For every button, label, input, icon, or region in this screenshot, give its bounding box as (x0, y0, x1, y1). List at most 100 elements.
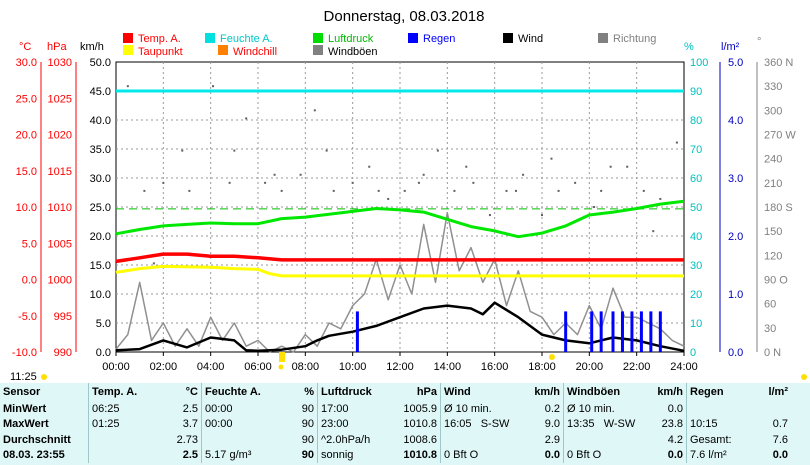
direction-point (387, 197, 390, 200)
grid (115, 61, 685, 353)
gust-series-line (115, 212, 685, 353)
gust-value: 4.2 (667, 433, 683, 446)
direction-point (514, 189, 517, 192)
direction-tick-label: 240 (764, 154, 782, 166)
wind-bft: 0 Bft O (440, 447, 527, 463)
press-trend: ^2.0hPa/h (317, 432, 396, 448)
rain-tick-label: 4.0 (728, 115, 743, 127)
wind-tick-label: 0.0 (96, 347, 111, 359)
humidity-tick-label: 20 (690, 289, 702, 301)
end-marker-2 (278, 364, 284, 370)
stats-header-row: Sensor Temp. A. °C Feuchte A. % Luftdruc… (0, 383, 791, 401)
pressure-tick-label: 990 (54, 347, 72, 359)
direction-point (143, 189, 146, 192)
hdr-press-unit: hPa (416, 386, 437, 398)
humidity-tick-label: 100 (690, 57, 708, 69)
legend-dewpoint-swatch (123, 45, 133, 55)
direction-point (325, 149, 328, 152)
timestamp-label: 11:25 (10, 371, 37, 382)
direction-point (188, 189, 191, 192)
gust-time (563, 432, 650, 448)
temp-time: 01:25 (88, 416, 155, 432)
direction-point (600, 189, 603, 192)
axes: 30.025.020.015.010.05.00.0-5.0-10.010301… (12, 57, 796, 373)
direction-tick-label: 60 (764, 299, 776, 311)
gust-time: 13:35 W-SW (563, 416, 650, 432)
humidity-tick-label: 40 (690, 231, 702, 243)
pressure-tick-label: 1030 (48, 57, 72, 69)
legend-gust: Windböen (313, 45, 378, 58)
pressure-tick-label: 1020 (48, 130, 72, 142)
direction-point (626, 165, 629, 168)
hum-time (201, 432, 283, 448)
rain-tick-label: 3.0 (728, 173, 743, 185)
direction-tick-label: 150 (764, 226, 782, 238)
rain-tick-label: 1.0 (728, 289, 743, 301)
legend-pressure-swatch (313, 33, 323, 43)
rain-bar (599, 311, 603, 352)
wind-time: Ø 10 min. (440, 401, 527, 417)
wind-tick-label: 40.0 (90, 115, 111, 127)
stats-row-current: 08.03. 23:55 2.5 5.17 g/m³ 90 sonnig 101… (0, 447, 791, 463)
legend-windchill-label: Windchill (233, 46, 277, 58)
legend-temp: Temp. A. (123, 33, 181, 45)
direction-point (659, 197, 662, 200)
press-time: 17:00 (317, 401, 396, 417)
rain-value: 0.7 (772, 418, 788, 431)
direction-tick-label: 270 W (764, 130, 796, 142)
gust-max-dir: W-SW (603, 418, 636, 431)
legend-gust-swatch (313, 45, 323, 55)
direction-tick-label: 0 N (764, 347, 781, 359)
direction-point (522, 173, 525, 176)
weather-state: sonnig (317, 447, 396, 463)
legend-direction-swatch (598, 33, 608, 43)
row-label: 08.03. 23:55 (3, 449, 65, 462)
legend-rain-swatch (408, 33, 418, 43)
legend-humidity-swatch (205, 33, 215, 43)
rain-bar (649, 311, 653, 352)
press-value: 1010.8 (403, 449, 437, 462)
press-value: 1010.8 (403, 418, 437, 431)
hdr-rain: Regen (686, 383, 753, 401)
temp-tick-label: 15.0 (16, 166, 37, 178)
rain-total-label: Gesamt: (686, 432, 753, 448)
wind-tick-label: 35.0 (90, 144, 111, 156)
stats-row-avg: Durchschnitt 2.73 90 ^2.0hPa/h 1008.6 2.… (0, 432, 791, 448)
legend-temp-label: Temp. A. (138, 33, 181, 45)
legend-humidity: Feuchte A. (205, 33, 273, 45)
pressure-tick-label: 1010 (48, 202, 72, 214)
end-marker (549, 354, 555, 360)
direction-point (351, 181, 354, 184)
direction-point (472, 181, 475, 184)
direction-point (212, 85, 215, 88)
temp-tick-label: 30.0 (16, 57, 37, 69)
direction-point (422, 173, 425, 176)
rain-bar (658, 311, 662, 352)
direction-tick-label: 30 (764, 323, 776, 335)
legend-dewpoint-label: Taupunkt (138, 46, 183, 58)
direction-point (550, 157, 553, 160)
humidity-tick-label: 70 (690, 144, 702, 156)
humidity-tick-label: 10 (690, 318, 702, 330)
row-label: MinWert (3, 402, 47, 415)
hum-value: 90 (301, 402, 314, 415)
direction-point (264, 181, 267, 184)
wind-tick-label: 45.0 (90, 86, 111, 98)
gust-bft: 0 Bft O (563, 447, 650, 463)
legend-temp-swatch (123, 33, 133, 43)
wind-time (440, 432, 527, 448)
direction-point (368, 165, 371, 168)
gust-time: Ø 10 min. (563, 401, 650, 417)
gust-value: 0.0 (667, 449, 683, 462)
press-value: 1005.9 (403, 402, 437, 415)
stats-table: Sensor Temp. A. °C Feuchte A. % Luftdruc… (0, 383, 810, 465)
direction-point (299, 173, 302, 176)
direction-tick-label: 180 S (764, 202, 793, 214)
hdr-wind-unit: km/h (534, 386, 560, 398)
direction-point (574, 181, 577, 184)
direction-tick-label: 210 (764, 178, 782, 190)
direction-axis-unit: ° (757, 36, 761, 48)
wind-value: 2.9 (544, 433, 560, 446)
direction-point (280, 189, 283, 192)
temp-axis-unit: °C (19, 41, 31, 53)
